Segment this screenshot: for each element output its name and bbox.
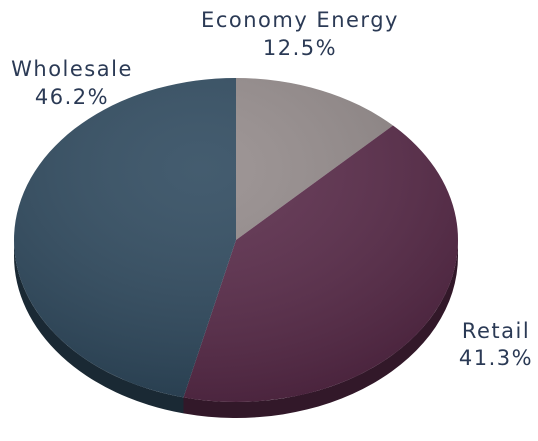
- slice-value-retail: 41.3%: [459, 346, 533, 370]
- slice-label-economy-energy: Economy Energy: [201, 8, 399, 32]
- slice-value-economy-energy: 12.5%: [263, 36, 337, 60]
- slice-value-wholesale: 46.2%: [35, 85, 109, 109]
- slice-label-retail: Retail: [462, 319, 530, 343]
- slice-label-wholesale: Wholesale: [11, 57, 133, 81]
